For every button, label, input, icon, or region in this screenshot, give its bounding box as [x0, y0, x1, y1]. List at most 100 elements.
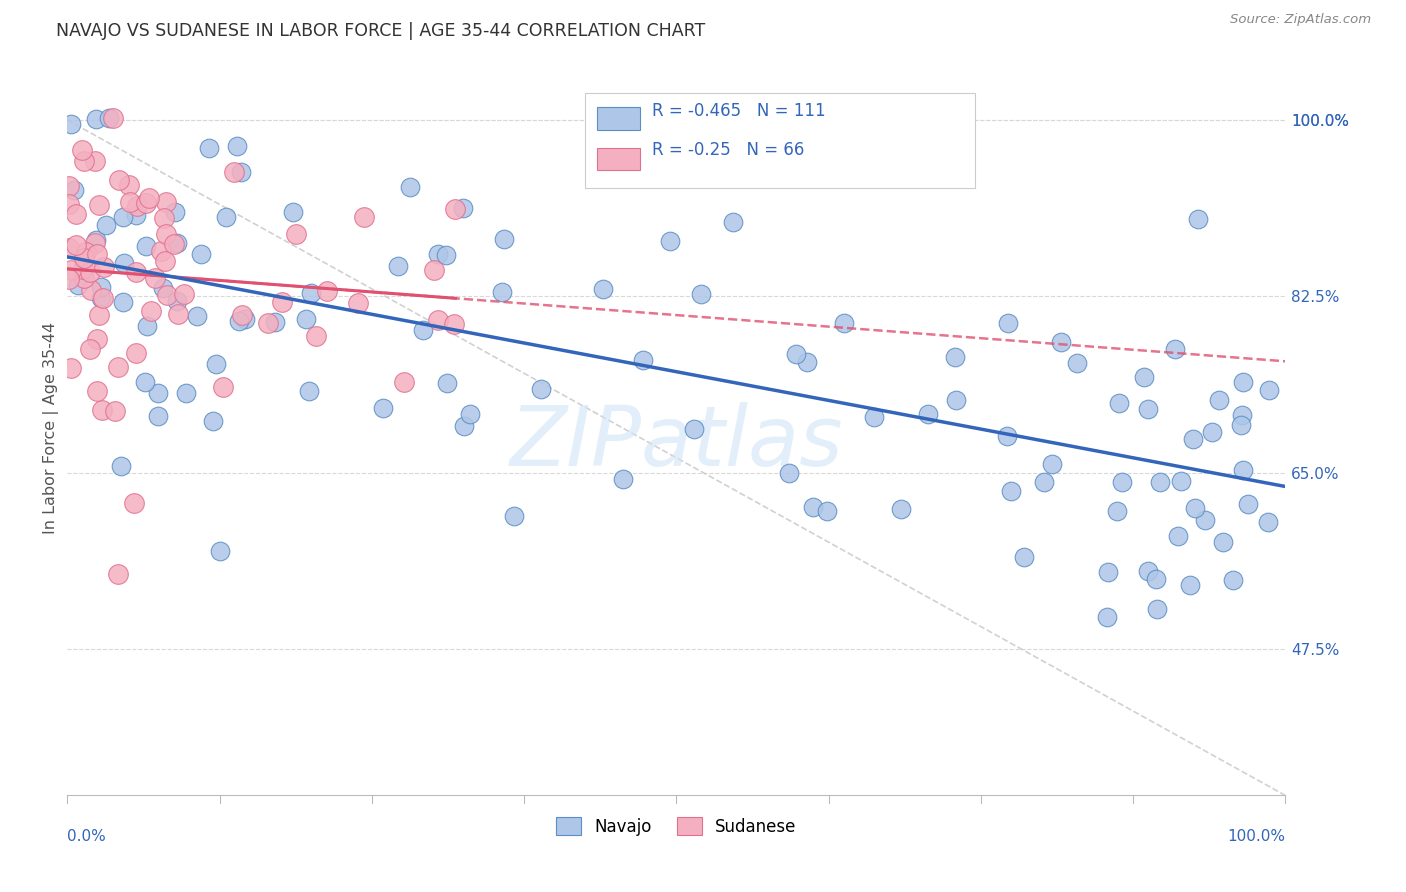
- Point: [1105, 504, 1128, 518]
- Point: [90, 291, 112, 305]
- Point: [58, 179, 80, 194]
- Point: [778, 466, 800, 480]
- Point: [1229, 418, 1251, 433]
- Point: [444, 202, 467, 216]
- Point: [281, 204, 304, 219]
- Point: [785, 347, 807, 361]
- Point: [917, 407, 939, 421]
- Point: [436, 376, 458, 390]
- Point: [155, 195, 177, 210]
- Point: [63, 183, 86, 197]
- Point: [995, 428, 1018, 442]
- Point: [153, 253, 176, 268]
- Point: [631, 353, 654, 368]
- Point: [135, 239, 157, 253]
- Point: [141, 304, 163, 318]
- Point: [118, 195, 141, 210]
- Legend: Navajo, Sudanese: Navajo, Sudanese: [550, 811, 803, 842]
- Point: [155, 227, 177, 241]
- Point: [60, 360, 83, 375]
- Point: [124, 264, 146, 278]
- Point: [202, 413, 225, 427]
- Point: [1257, 515, 1279, 529]
- Point: [143, 271, 166, 285]
- Point: [890, 501, 912, 516]
- Point: [945, 392, 967, 407]
- Point: [1201, 425, 1223, 439]
- Point: [1230, 408, 1253, 422]
- Point: [90, 280, 112, 294]
- Point: [392, 375, 415, 389]
- Point: [125, 346, 148, 360]
- Point: [943, 350, 966, 364]
- Point: [1097, 609, 1119, 624]
- Point: [107, 359, 129, 374]
- Point: [1144, 572, 1167, 586]
- Point: [1258, 383, 1281, 397]
- Point: [87, 197, 110, 211]
- Point: [67, 277, 90, 292]
- Bar: [598, 148, 640, 170]
- Point: [659, 235, 682, 249]
- Point: [612, 472, 634, 486]
- Point: [72, 251, 94, 265]
- Point: [86, 247, 108, 261]
- Point: [107, 566, 129, 581]
- Point: [1222, 573, 1244, 587]
- Point: [1033, 475, 1056, 489]
- Point: [1187, 211, 1209, 226]
- Point: [135, 319, 157, 334]
- Point: [135, 196, 157, 211]
- Point: [717, 130, 740, 145]
- Text: R = -0.25   N = 66: R = -0.25 N = 66: [652, 141, 804, 159]
- Point: [1136, 564, 1159, 578]
- Point: [353, 210, 375, 224]
- Point: [1232, 463, 1254, 477]
- Point: [226, 139, 249, 153]
- Point: [72, 262, 94, 277]
- Point: [801, 500, 824, 514]
- Point: [208, 544, 231, 558]
- Point: [222, 165, 245, 179]
- Point: [832, 317, 855, 331]
- Point: [96, 218, 118, 232]
- Text: R = -0.465   N = 111: R = -0.465 N = 111: [652, 102, 825, 120]
- Point: [98, 112, 121, 126]
- Point: [134, 375, 156, 389]
- Point: [453, 202, 475, 216]
- Point: [815, 504, 838, 518]
- Point: [460, 407, 482, 421]
- Point: [427, 246, 450, 260]
- Point: [152, 281, 174, 295]
- Point: [229, 165, 252, 179]
- Point: [1178, 578, 1201, 592]
- Text: 100.0%: 100.0%: [1227, 829, 1285, 844]
- Point: [492, 232, 515, 246]
- Point: [104, 404, 127, 418]
- Point: [1149, 475, 1171, 489]
- Point: [412, 322, 434, 336]
- Point: [298, 384, 321, 398]
- Point: [1049, 335, 1071, 350]
- Point: [72, 154, 94, 169]
- Point: [1184, 500, 1206, 515]
- Point: [1137, 402, 1160, 417]
- Point: [422, 263, 444, 277]
- Bar: [598, 107, 640, 129]
- Point: [299, 286, 322, 301]
- Point: [215, 211, 238, 225]
- Point: [149, 244, 172, 258]
- Point: [682, 422, 704, 436]
- Point: [1012, 549, 1035, 564]
- Point: [434, 248, 457, 262]
- Point: [997, 316, 1019, 330]
- Point: [371, 401, 394, 415]
- Point: [166, 307, 188, 321]
- Point: [87, 309, 110, 323]
- Text: Source: ZipAtlas.com: Source: ZipAtlas.com: [1230, 13, 1371, 27]
- Point: [264, 315, 287, 329]
- Point: [190, 247, 212, 261]
- Point: [502, 508, 524, 523]
- Point: [84, 233, 107, 247]
- Point: [176, 385, 198, 400]
